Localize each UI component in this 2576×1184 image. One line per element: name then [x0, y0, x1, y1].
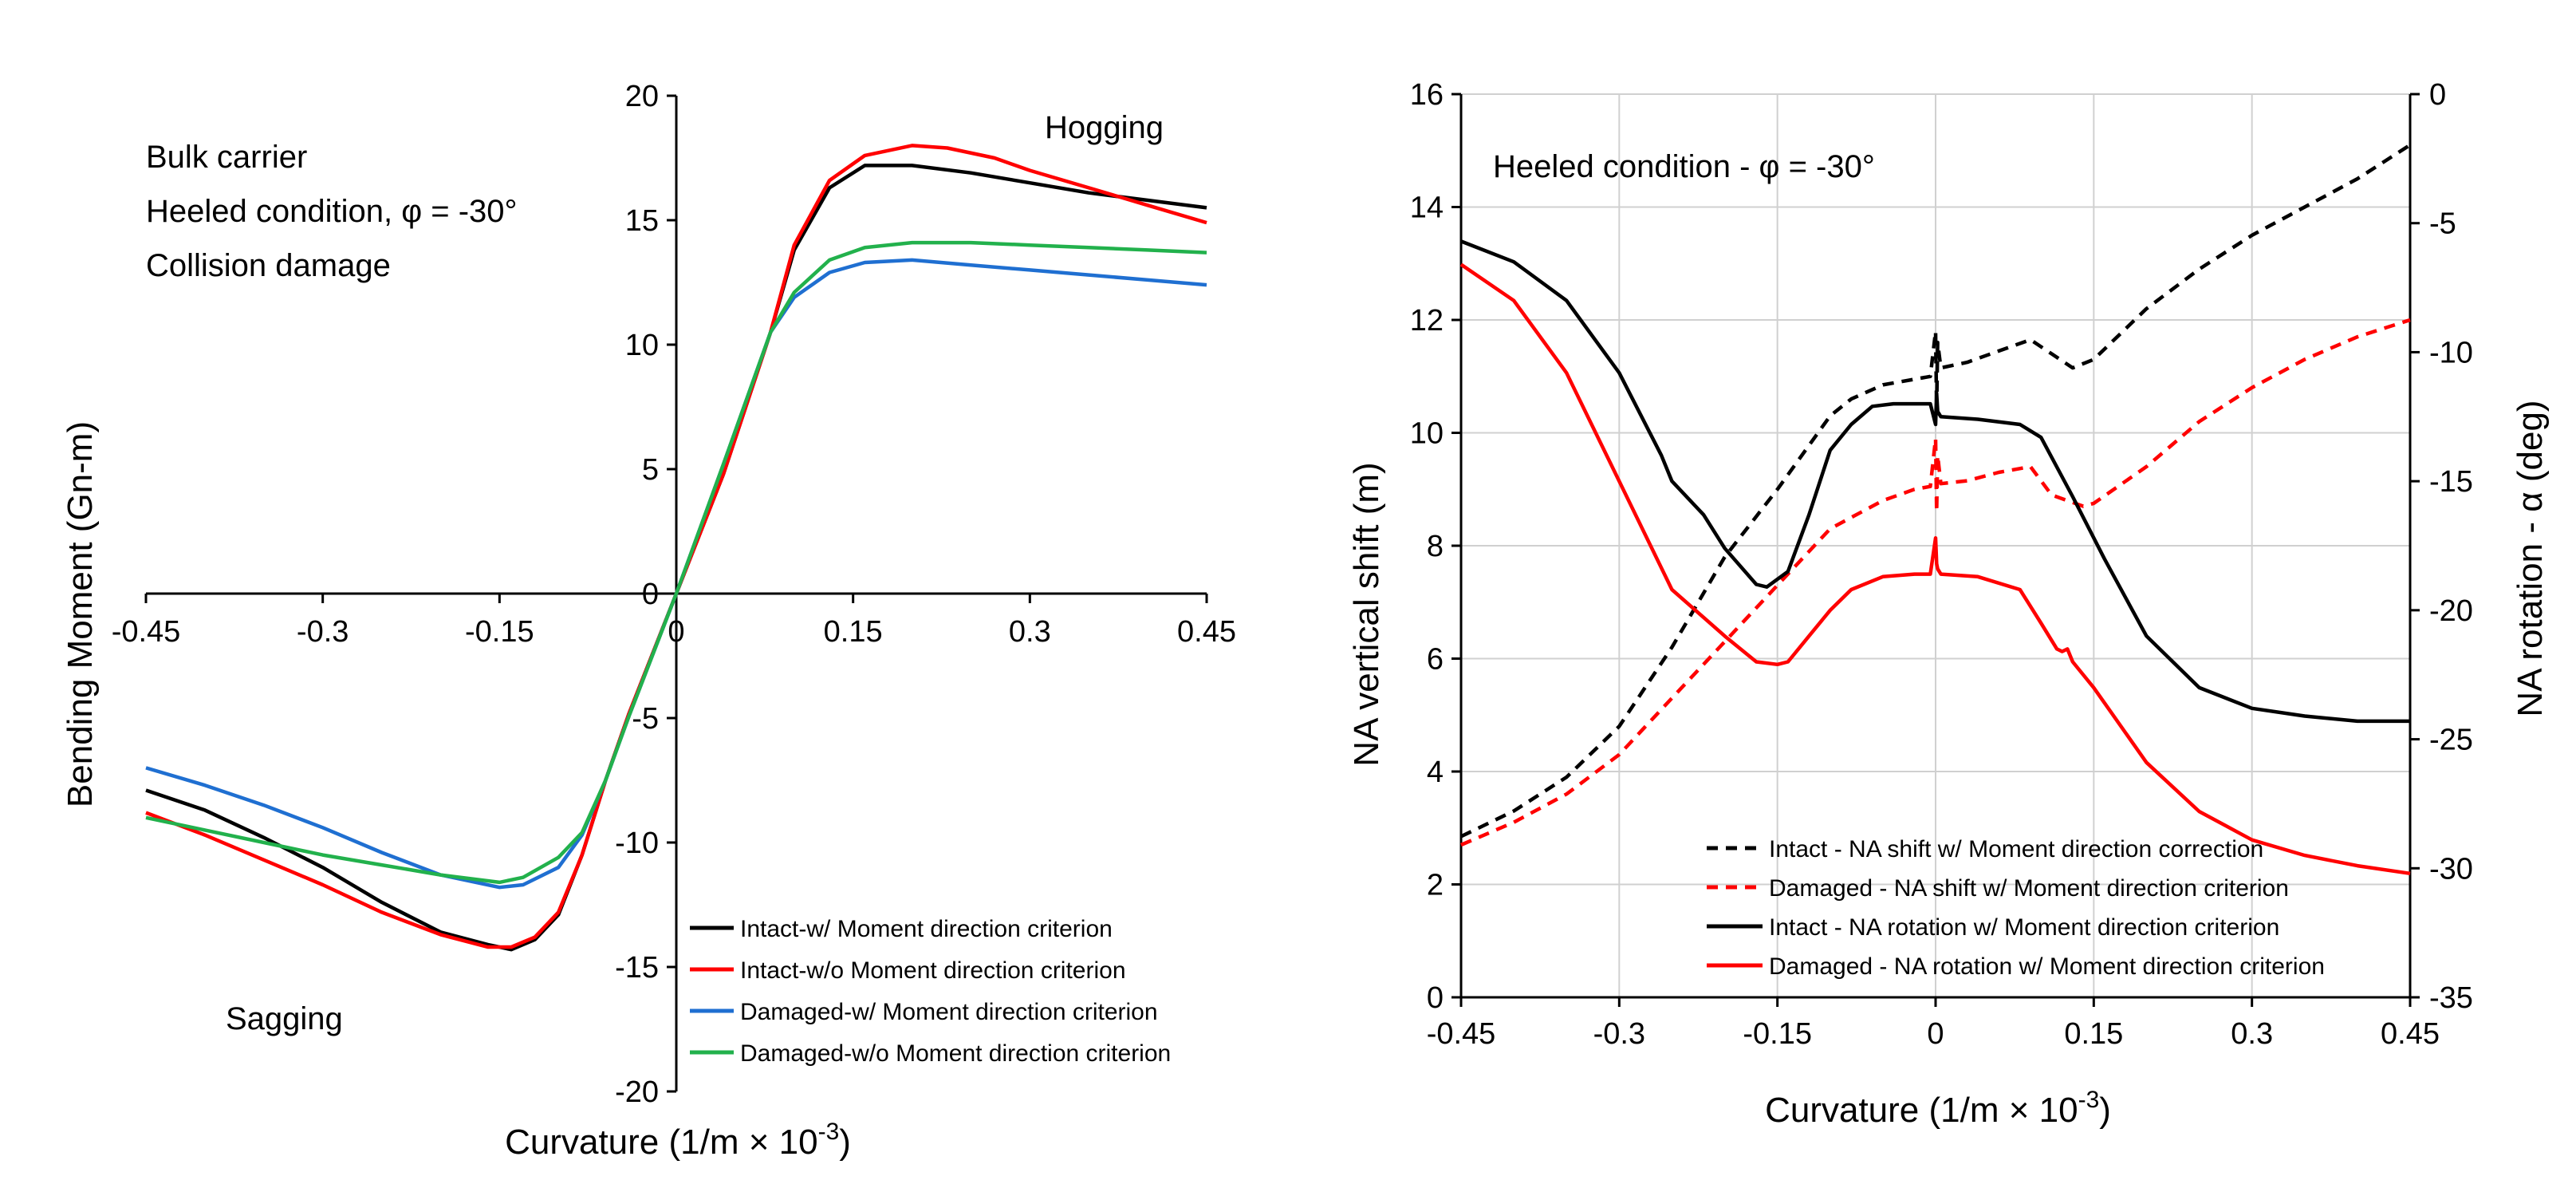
right-y2-axis-label: NA rotation - α (deg) — [2511, 400, 2550, 716]
left-y-tick-label: 5 — [642, 453, 659, 487]
right-y-tick-label: 10 — [1410, 417, 1444, 451]
right-y-tick-label: 0 — [1427, 981, 1444, 1015]
right-y2-tick-label: -30 — [2429, 852, 2473, 886]
left-x-tick-label: -0.15 — [465, 615, 534, 649]
left-x-axis-label-end: ) — [839, 1123, 851, 1162]
left-x-tick-label: 0 — [668, 615, 684, 649]
right-axes: -0.45 -0.3 -0.15 0 0.15 0.3 0.45 0 2 4 6 8 10 12 14 16 0… — [1410, 78, 2473, 1051]
annotation-heeled-condition: Heeled condition, φ = -30° — [146, 194, 518, 229]
left-y-tick-label: 0 — [642, 578, 659, 611]
left-y-tick-label: 20 — [625, 80, 659, 113]
left-x-tick-label: 0.3 — [1009, 615, 1051, 649]
right-y2-tick-label: -35 — [2429, 981, 2473, 1015]
right-series-line-4 — [1459, 262, 2411, 876]
annotation-heeled-condition-right: Heeled condition - φ = -30° — [1493, 149, 1875, 184]
right-legend-label-1: Intact - NA shift w/ Moment direction co… — [1769, 836, 2263, 862]
right-y-tick-label: 2 — [1427, 869, 1444, 902]
left-y-tick-label: 15 — [625, 204, 659, 238]
left-y-axis-label: Bending Moment (Gn-m) — [61, 421, 100, 807]
left-x-axis-label-main: Curvature (1/m × 10 — [505, 1123, 818, 1162]
left-legend-label-4: Damaged-w/o Moment direction criterion — [740, 1040, 1171, 1067]
left-x-axis-label: Curvature (1/m × 10-3) — [505, 1119, 851, 1162]
right-x-axis-label: Curvature (1/m × 10-3) — [1765, 1087, 2111, 1130]
annotation-hogging: Hogging — [1045, 110, 1164, 145]
left-x-tick-label: 0.45 — [1177, 615, 1236, 649]
annotation-collision-damage: Collision damage — [146, 248, 391, 283]
left-y-tick-label: -10 — [615, 827, 659, 860]
right-y-tick-label: 12 — [1410, 304, 1444, 337]
right-y-tick-label: 6 — [1427, 643, 1444, 677]
left-series-lines — [145, 144, 1207, 952]
right-y2-tick-label: 0 — [2429, 78, 2446, 112]
right-x-axis-label-main: Curvature (1/m × 10 — [1765, 1091, 2078, 1130]
left-legend-label-3: Damaged-w/ Moment direction criterion — [740, 999, 1158, 1025]
right-legend-label-3: Intact - NA rotation w/ Moment direction… — [1769, 914, 2279, 941]
left-y-tick-label: 10 — [625, 329, 659, 362]
right-x-tick-label: -0.45 — [1427, 1017, 1496, 1051]
left-y-tick-label: -15 — [615, 951, 659, 985]
right-y2-tick-label: -10 — [2429, 336, 2473, 369]
right-y-tick-label: 14 — [1410, 191, 1444, 225]
left-y-tick-label: -5 — [632, 702, 659, 736]
left-x-tick-label: -0.45 — [112, 615, 181, 649]
right-x-tick-label: -0.3 — [1593, 1017, 1645, 1051]
right-x-tick-label: -0.15 — [1743, 1017, 1812, 1051]
right-x-tick-label: 0.3 — [2231, 1017, 2273, 1051]
left-legend-label-1: Intact-w/ Moment direction criterion — [740, 916, 1113, 942]
bending-moment-chart: -0.45 -0.3 -0.15 0 0.15 0.3 0.45 -20 -15 -10 -5 0 5 1… — [61, 80, 1236, 1162]
left-y-tick-label: -20 — [615, 1075, 659, 1109]
right-series-line-3 — [1460, 239, 2410, 724]
left-series-line-4 — [145, 240, 1207, 885]
left-x-tick-label: -0.3 — [297, 615, 349, 649]
right-y2-tick-label: -20 — [2429, 594, 2473, 628]
right-legend-label-2: Damaged - NA shift w/ Moment direction c… — [1769, 875, 2289, 902]
right-y2-tick-label: -5 — [2429, 207, 2456, 241]
right-y-axis-label: NA vertical shift (m) — [1347, 462, 1386, 766]
right-x-axis-label-end: ) — [2099, 1091, 2111, 1130]
right-y-tick-label: 8 — [1427, 530, 1444, 563]
left-x-axis-label-sup: -3 — [818, 1119, 840, 1145]
left-legend: Intact-w/ Moment direction criterion Inta… — [690, 916, 1171, 1067]
left-axes: -0.45 -0.3 -0.15 0 0.15 0.3 0.45 -20 -15 -10 -5 0 5 1… — [112, 80, 1236, 1109]
right-y-tick-label: 4 — [1427, 756, 1444, 789]
left-legend-label-2: Intact-w/o Moment direction criterion — [740, 957, 1126, 984]
left-x-tick-label: 0.15 — [824, 615, 883, 649]
right-legend: Intact - NA shift w/ Moment direction co… — [1707, 836, 2325, 980]
annotation-sagging: Sagging — [226, 1001, 343, 1036]
annotation-bulk-carrier: Bulk carrier — [146, 140, 307, 175]
right-series-line-1 — [1460, 143, 2412, 839]
right-x-tick-label: 0 — [1927, 1017, 1944, 1051]
right-y2-tick-label: -15 — [2429, 465, 2473, 499]
right-x-tick-label: 0.15 — [2064, 1017, 2123, 1051]
right-y-tick-label: 16 — [1410, 78, 1444, 112]
right-series-line-2 — [1460, 318, 2411, 847]
right-x-tick-label: 0.45 — [2381, 1017, 2440, 1051]
right-y2-tick-label: -25 — [2429, 724, 2473, 757]
right-series-lines — [1459, 143, 2412, 876]
right-x-axis-label-sup: -3 — [2078, 1087, 2100, 1113]
right-legend-label-4: Damaged - NA rotation w/ Moment directio… — [1769, 953, 2325, 980]
na-shift-rotation-chart: -0.45 -0.3 -0.15 0 0.15 0.3 0.45 0 2 4 6 8 10 12 14 16 0… — [1347, 78, 2550, 1130]
